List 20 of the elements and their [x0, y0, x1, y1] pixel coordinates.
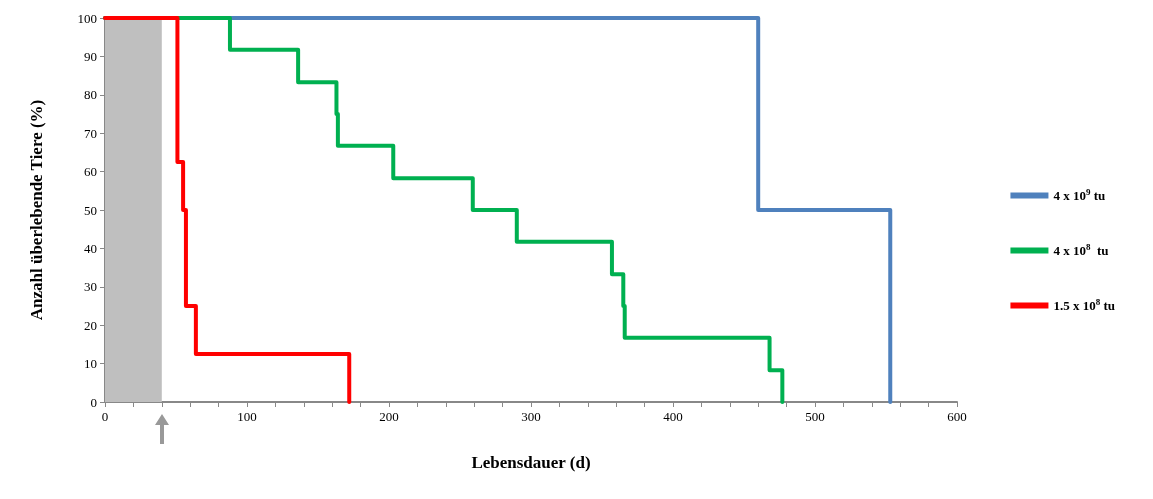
y-tick-label: 60	[84, 164, 97, 180]
x-tick-label: 400	[663, 409, 683, 424]
x-tick-label: 500	[805, 409, 825, 424]
y-tick-label: 100	[77, 10, 97, 26]
y-axis-title: Anzahl überlebende Tiere (%)	[27, 99, 46, 321]
y-tick-label: 0	[90, 394, 97, 410]
x-tick-label: 100	[237, 409, 257, 424]
y-tick-label: 40	[84, 240, 97, 256]
y-tick-label: 70	[84, 125, 97, 141]
x-axis-title: Lebensdauer (d)	[471, 453, 591, 472]
y-tick-label: 50	[84, 202, 97, 218]
y-tick-label: 90	[84, 48, 97, 64]
y-tick-label: 10	[84, 356, 97, 372]
y-tick-label: 20	[84, 317, 97, 333]
y-tick-label: 30	[84, 279, 97, 295]
x-tick-label: 600	[947, 409, 967, 424]
x-tick-label: 0	[101, 409, 109, 424]
x-tick-label: 300	[521, 409, 541, 424]
x-tick-label: 200	[379, 409, 399, 424]
y-tick-label: 80	[84, 87, 97, 103]
